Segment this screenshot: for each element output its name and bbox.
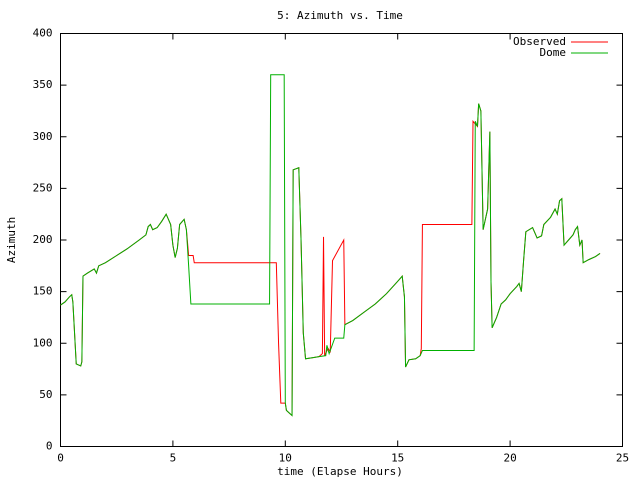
legend-label: Dome xyxy=(540,46,567,59)
y-tick-label: 250 xyxy=(33,181,53,194)
x-tick-label: 20 xyxy=(503,452,516,465)
y-tick-label: 0 xyxy=(46,440,53,453)
plot-frame xyxy=(60,33,623,447)
y-tick-label: 350 xyxy=(33,78,53,91)
x-tick-label: 5 xyxy=(170,452,177,465)
y-tick-label: 100 xyxy=(33,336,53,349)
y-tick-label: 300 xyxy=(33,130,53,143)
x-axis-label: time (Elapse Hours) xyxy=(277,465,403,478)
data-line xyxy=(60,74,601,417)
legend-label: Observed xyxy=(513,35,566,48)
y-tick-label: 150 xyxy=(33,285,53,298)
data-line xyxy=(60,103,601,417)
x-tick-label: 25 xyxy=(616,452,629,465)
y-axis-label: Azimuth xyxy=(5,217,18,263)
y-tick-label: 200 xyxy=(33,233,53,246)
x-tick-label: 10 xyxy=(279,452,292,465)
y-tick-label: 50 xyxy=(39,388,52,401)
x-tick-label: 0 xyxy=(57,452,64,465)
y-tick-label: 400 xyxy=(33,27,53,40)
x-tick-label: 15 xyxy=(391,452,404,465)
chart-title: 5: Azimuth vs. Time xyxy=(277,9,403,22)
